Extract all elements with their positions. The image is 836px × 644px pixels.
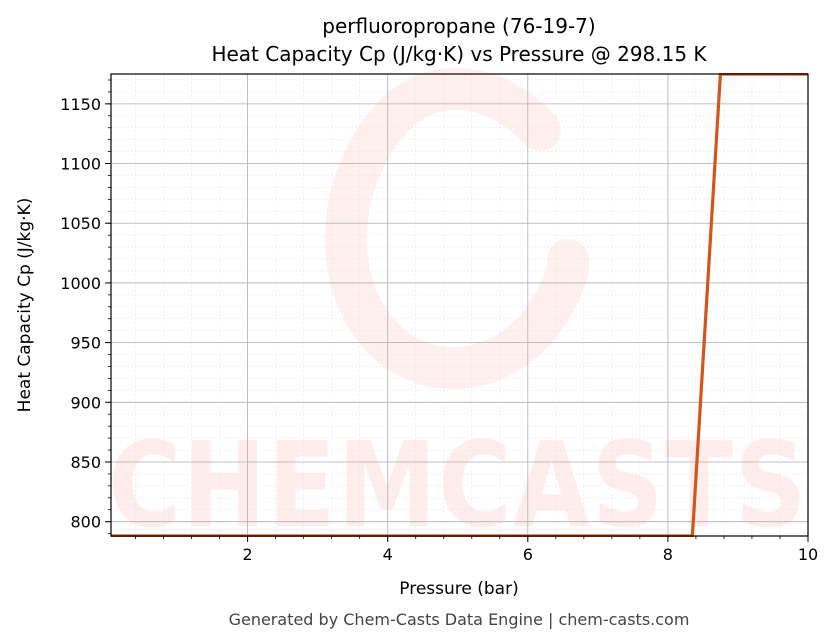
x-tick-label: 6 — [523, 545, 533, 564]
x-tick-label: 10 — [798, 545, 818, 564]
x-axis-label: Pressure (bar) — [399, 579, 518, 599]
watermark: CHEMCASTS — [108, 68, 808, 554]
y-tick-label: 1150 — [60, 95, 101, 114]
y-tick-label: 900 — [70, 393, 101, 412]
x-tick-label: 2 — [243, 545, 253, 564]
watermark-swirl — [324, 68, 590, 390]
x-tick-label: 4 — [383, 545, 393, 564]
y-axis-label: Heat Capacity Cp (J/kg·K) — [15, 198, 35, 413]
plot-frame — [110, 73, 809, 537]
y-tick-label: 1000 — [60, 274, 101, 293]
y-tick-label: 850 — [70, 453, 101, 472]
y-tick-label: 800 — [70, 513, 101, 532]
chart-subtitle: Heat Capacity Cp (J/kg·K) vs Pressure @ … — [211, 42, 707, 66]
y-tick-label: 1100 — [60, 155, 101, 174]
watermark-text: CHEMCASTS — [108, 416, 808, 554]
chart-title: perfluoropropane (76-19-7) — [322, 14, 595, 38]
ticks: 2 4 6 8 10 800 850 900 950 1000 1050 1100 1150 — [60, 79, 818, 564]
footer-credit: Generated by Chem-Casts Data Engine | ch… — [229, 610, 690, 629]
x-tick-label: 8 — [663, 545, 673, 564]
y-tick-label: 1050 — [60, 214, 101, 233]
y-tick-label: 950 — [70, 334, 101, 353]
